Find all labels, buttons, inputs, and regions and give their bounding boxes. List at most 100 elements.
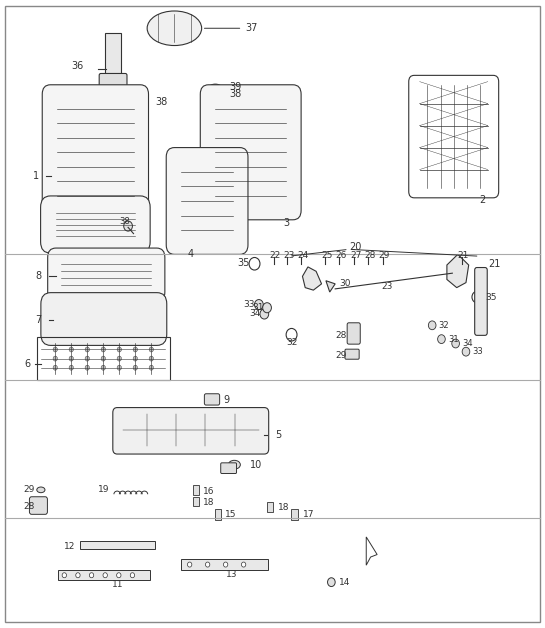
Circle shape [69, 356, 74, 361]
FancyBboxPatch shape [267, 502, 273, 512]
Circle shape [101, 365, 106, 370]
Text: 19: 19 [98, 485, 109, 494]
Circle shape [149, 365, 154, 370]
Text: 35: 35 [237, 257, 250, 268]
Text: 34: 34 [249, 310, 261, 318]
Circle shape [101, 356, 106, 361]
Text: 39: 39 [229, 82, 241, 92]
Ellipse shape [133, 99, 145, 106]
Text: 31: 31 [448, 335, 458, 344]
Text: 28: 28 [335, 332, 347, 340]
Polygon shape [326, 281, 335, 292]
Circle shape [53, 347, 57, 352]
Circle shape [223, 562, 228, 567]
Circle shape [89, 573, 94, 578]
Text: 35: 35 [485, 293, 496, 301]
FancyBboxPatch shape [99, 73, 127, 89]
Circle shape [76, 573, 80, 578]
Text: 17: 17 [302, 511, 314, 519]
FancyBboxPatch shape [40, 196, 150, 253]
FancyBboxPatch shape [113, 408, 269, 454]
Text: 15: 15 [225, 511, 237, 519]
Text: 36: 36 [71, 61, 83, 71]
Text: 26: 26 [335, 251, 347, 260]
FancyBboxPatch shape [58, 570, 150, 580]
Text: 1: 1 [33, 171, 39, 181]
Circle shape [260, 309, 269, 319]
Circle shape [117, 365, 122, 370]
Polygon shape [302, 267, 322, 290]
Text: 18: 18 [203, 498, 215, 507]
Text: 32: 32 [439, 321, 449, 330]
FancyBboxPatch shape [41, 293, 167, 345]
Circle shape [205, 562, 210, 567]
Circle shape [130, 573, 135, 578]
Text: 9: 9 [223, 395, 229, 405]
Text: 4: 4 [188, 249, 194, 259]
Text: 28: 28 [23, 502, 34, 511]
Circle shape [85, 365, 89, 370]
Text: 23: 23 [283, 251, 295, 260]
FancyBboxPatch shape [42, 85, 148, 220]
Circle shape [133, 365, 137, 370]
Circle shape [117, 356, 122, 361]
Circle shape [85, 356, 89, 361]
FancyBboxPatch shape [193, 497, 199, 506]
FancyBboxPatch shape [475, 268, 487, 335]
Text: 29: 29 [335, 351, 347, 360]
FancyBboxPatch shape [221, 463, 237, 474]
Circle shape [117, 573, 121, 578]
Text: 38: 38 [119, 217, 130, 225]
Text: 23: 23 [382, 283, 393, 291]
Text: 5: 5 [275, 430, 281, 440]
Text: 11: 11 [112, 580, 123, 588]
FancyBboxPatch shape [181, 559, 268, 570]
Text: 28: 28 [364, 251, 376, 260]
FancyBboxPatch shape [105, 33, 121, 80]
Text: 22: 22 [270, 251, 281, 260]
Text: 7: 7 [35, 315, 41, 325]
Circle shape [452, 339, 459, 348]
Text: 12: 12 [64, 542, 76, 551]
Polygon shape [366, 537, 377, 565]
FancyBboxPatch shape [215, 509, 221, 520]
Text: 10: 10 [250, 460, 262, 470]
Circle shape [133, 347, 137, 352]
Circle shape [328, 578, 335, 587]
Circle shape [53, 365, 57, 370]
Text: 30: 30 [339, 279, 350, 288]
Text: 38: 38 [229, 89, 241, 99]
Text: 24: 24 [297, 251, 308, 260]
FancyBboxPatch shape [204, 394, 220, 405]
FancyBboxPatch shape [193, 485, 199, 495]
FancyBboxPatch shape [29, 497, 47, 514]
Text: 2: 2 [480, 195, 486, 205]
Text: 13: 13 [226, 570, 238, 579]
Text: 6: 6 [24, 359, 30, 369]
FancyBboxPatch shape [166, 148, 248, 254]
Text: 38: 38 [155, 97, 167, 107]
Text: 29: 29 [379, 251, 390, 260]
Circle shape [462, 347, 470, 356]
FancyBboxPatch shape [48, 248, 165, 301]
Ellipse shape [228, 460, 240, 469]
Ellipse shape [210, 84, 221, 89]
Text: 32: 32 [286, 338, 297, 347]
Circle shape [149, 356, 154, 361]
Circle shape [69, 365, 74, 370]
Circle shape [85, 347, 89, 352]
Circle shape [241, 562, 246, 567]
FancyBboxPatch shape [80, 541, 155, 549]
Text: 34: 34 [462, 339, 473, 348]
Text: 33: 33 [473, 347, 483, 356]
Circle shape [263, 303, 271, 313]
FancyBboxPatch shape [291, 509, 298, 520]
Circle shape [133, 356, 137, 361]
Circle shape [62, 573, 66, 578]
Text: 21: 21 [488, 259, 500, 269]
Ellipse shape [147, 11, 202, 45]
Circle shape [438, 335, 445, 344]
Text: 29: 29 [23, 485, 34, 494]
Polygon shape [447, 254, 469, 288]
Circle shape [101, 347, 106, 352]
